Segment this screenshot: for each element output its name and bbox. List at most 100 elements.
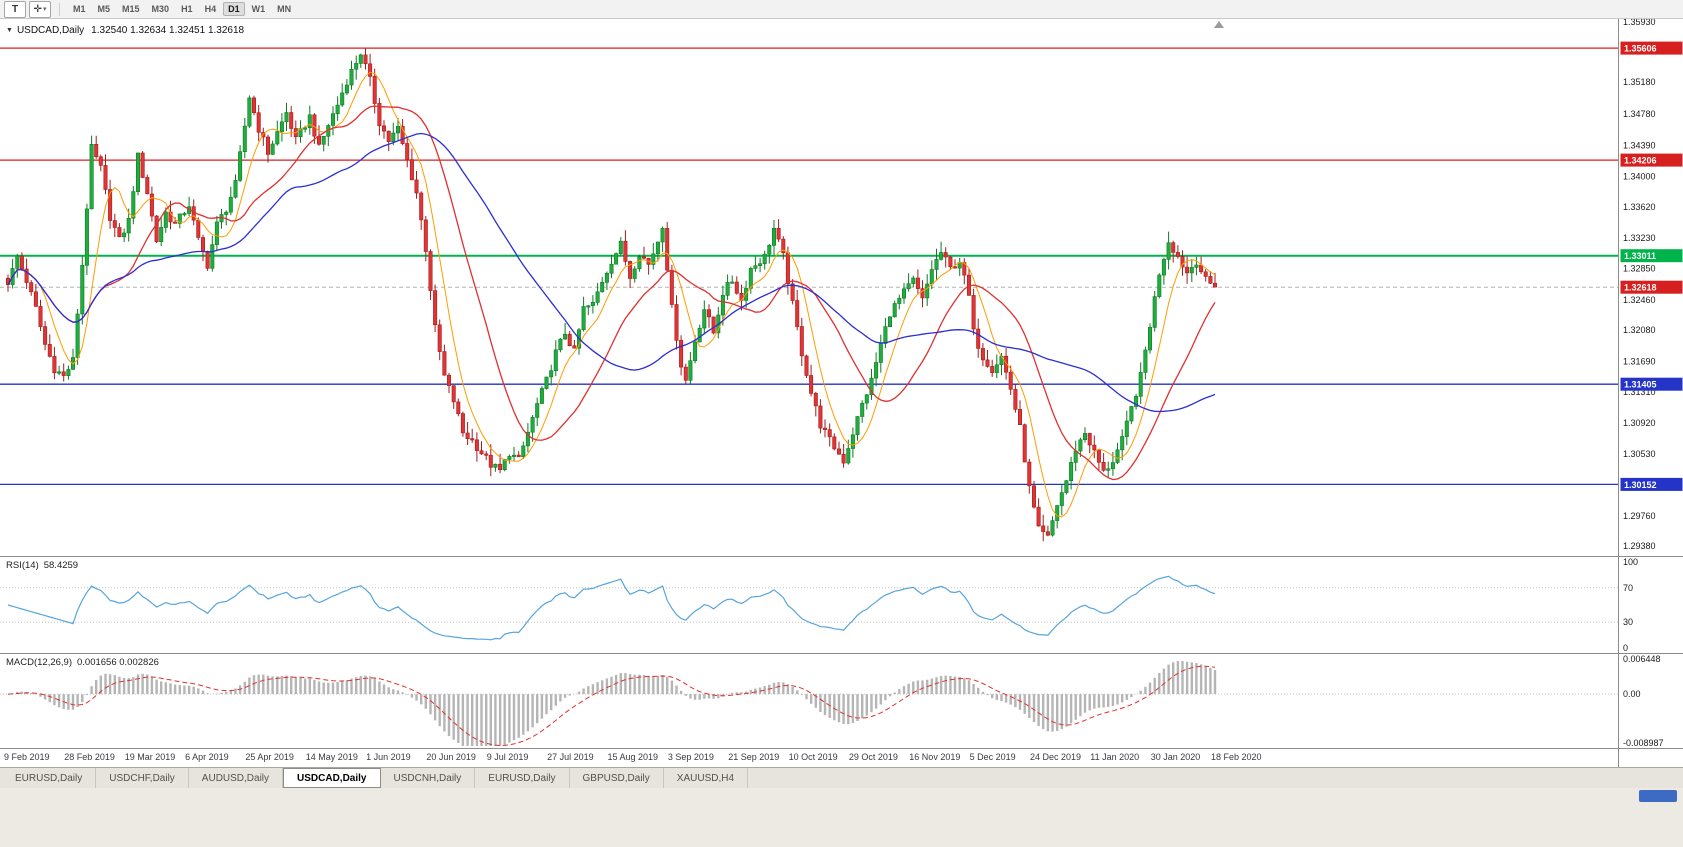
candle-body [437,324,442,352]
price-axis-label: 1.29380 [1623,541,1656,551]
candle-body [915,277,920,289]
timeframe-h1[interactable]: H1 [181,4,193,14]
tab-scroll-thumb[interactable] [1639,790,1677,802]
candle-body [892,303,897,318]
candle-body [929,269,934,285]
candle-body [544,376,549,389]
candle-body [52,356,57,374]
price-axis-label: 1.35180 [1623,77,1656,87]
date-axis-label: 28 Feb 2019 [64,752,115,762]
candle-body [214,221,219,245]
candle-body [428,251,433,291]
date-axis-label: 1 Jun 2019 [366,752,411,762]
candle-body [479,450,484,455]
chart-tab-usdcnh-daily-4[interactable]: USDCNH,Daily [381,768,476,788]
candle-body [734,281,739,294]
candle-body [1059,492,1064,506]
candle-body [210,244,215,269]
chart-tab-eurusd-daily-0[interactable]: EURUSD,Daily [2,768,97,788]
date-axis-label: 16 Nov 2019 [909,752,960,762]
candle-body [651,253,656,265]
candle-body [943,252,948,258]
candle-body [191,206,196,221]
timeframe-d1[interactable]: D1 [223,2,245,16]
chart-tab-usdchf-daily-1[interactable]: USDCHF,Daily [96,768,189,788]
candle-body [284,112,289,123]
candle-body [1050,520,1055,536]
chart-tab-audusd-daily-2[interactable]: AUDUSD,Daily [189,768,284,788]
timeframe-m30[interactable]: M30 [151,4,170,14]
timeframe-mn[interactable]: MN [277,4,292,14]
candle-body [1096,449,1101,463]
candle-body [224,211,229,215]
candle-body [145,177,150,195]
candle-body [112,220,117,228]
candle-body [409,159,414,181]
candle-body [61,371,66,376]
timeframe-h4[interactable]: H4 [204,4,217,14]
price-axis-label: 1.33620 [1623,202,1656,212]
candle-body [971,295,976,330]
candle-body [233,180,238,198]
candle-body [488,454,493,468]
candle-body [939,252,944,260]
crosshair-icon: ✛ [33,3,42,15]
candle-body [753,265,758,269]
price-badge-bg [1620,41,1683,55]
support-resistance-lines [0,47,1618,486]
candle-body [154,215,159,243]
candle-body [270,143,275,155]
timeframe-m1[interactable]: M1 [73,4,86,14]
price-axis-label: 1.29760 [1623,511,1656,521]
candle-body [874,362,879,379]
candle-body [1143,349,1148,373]
candle-body [140,152,145,178]
candle-body [316,136,321,145]
candle-body [878,343,883,363]
candle-body [252,97,257,114]
candle-body [934,259,939,270]
date-axis-label: 14 May 2019 [306,752,358,762]
chart-tab-xauusd-h4-7[interactable]: XAUUSD,H4 [664,768,749,788]
timeframe-w1[interactable]: W1 [251,4,266,14]
candle-body [265,136,270,155]
cursor-tool-button[interactable]: ✛ ▾ [29,0,51,18]
price-badge-text: 1.32618 [1624,283,1657,293]
candle-body [539,388,544,404]
candle-body [553,349,558,371]
candle-body [697,327,702,343]
candle-body [372,76,377,104]
candle-body [289,112,294,129]
candle-body [985,359,990,367]
macd-histogram [11,661,1217,746]
candle-body [600,281,605,293]
chart-tab-gbpusd-daily-6[interactable]: GBPUSD,Daily [570,768,664,788]
candle-body [1161,259,1166,276]
timeframe-m5[interactable]: M5 [97,4,111,14]
price-axis-label: 1.34390 [1623,140,1656,150]
date-axis-label: 19 Mar 2019 [125,752,176,762]
candle-body [377,103,382,127]
chart-tab-usdcad-daily-3[interactable]: USDCAD,Daily [283,768,381,788]
candle-body [149,193,154,217]
candle-body [558,338,563,351]
candle-body [498,463,503,471]
chart-canvas[interactable]: 1.35930 1.35180 1.34780 1.34390 1.34000 1.336… [0,19,1683,767]
candle-body [335,104,340,115]
candle-body [804,355,809,376]
candle-body [1213,282,1218,288]
candle-body [1115,449,1120,463]
chart-tab-eurusd-daily-5[interactable]: EURUSD,Daily [475,768,570,788]
templates-button[interactable]: T [4,0,26,18]
price-badge: 1.34206 [1620,153,1683,167]
candle-body [855,416,860,436]
candle-body [901,288,906,299]
candle-body [706,309,711,318]
timeframe-m15[interactable]: M15 [122,4,140,14]
candle-body [785,252,790,285]
candle-body [590,301,595,306]
candle-body [414,179,419,194]
candle-body [614,253,619,265]
date-axis-label: 21 Sep 2019 [728,752,779,762]
candle-body [1004,355,1009,373]
